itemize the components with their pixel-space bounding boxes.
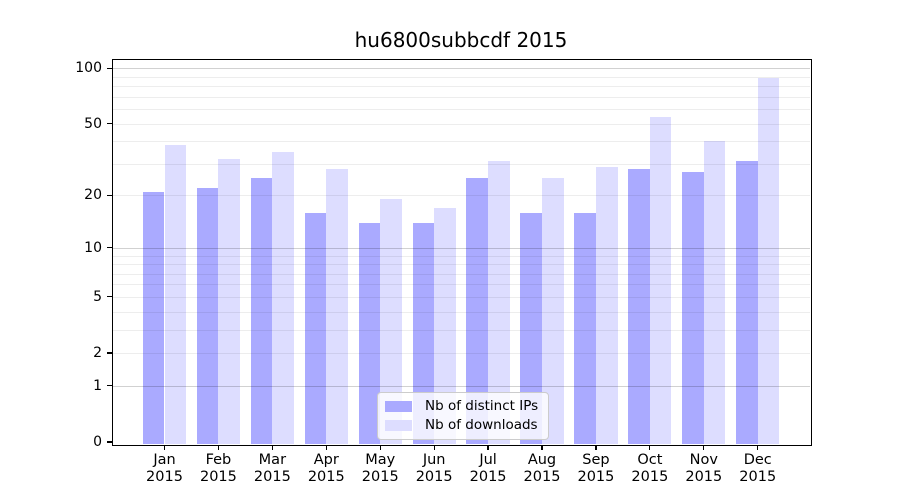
x-tick-mark-jul-2015 (487, 444, 489, 450)
y-tick-label-1: 1 (93, 377, 102, 394)
gridline-minor-4 (113, 311, 810, 313)
x-tick-label-sep-2015: Sep 2015 (577, 452, 615, 485)
y-tick-mark-1 (107, 385, 112, 387)
y-tick-label-0: 0 (93, 434, 102, 450)
x-tick-label-jul-2015: Jul 2015 (469, 452, 507, 485)
x-tick-label-mar-2015: Mar 2015 (253, 452, 291, 485)
x-tick-label-apr-2015: Apr 2015 (307, 452, 345, 485)
gridline-minor-2 (113, 353, 810, 355)
x-tick-label-nov-2015: Nov 2015 (685, 452, 723, 485)
bar-nb-of-downloads-nov-2015 (703, 141, 726, 444)
bar-nb-of-distinct-ips-may-2015 (358, 222, 381, 444)
gridline-minor-30 (113, 163, 810, 165)
x-tick-mark-dec-2015 (757, 444, 759, 450)
bar-nb-of-distinct-ips-sep-2015 (574, 212, 596, 444)
y-tick-mark-5 (107, 296, 112, 298)
bar-nb-of-distinct-ips-aug-2015 (520, 212, 542, 444)
bar-nb-of-distinct-ips-mar-2015 (250, 178, 273, 444)
x-tick-mark-mar-2015 (271, 444, 273, 450)
y-tick-mark-100 (107, 67, 112, 69)
y-tick-label-2: 2 (93, 345, 102, 362)
y-tick-mark-2 (107, 352, 112, 354)
bar-nb-of-distinct-ips-jul-2015 (466, 178, 489, 444)
gridline-minor-9 (113, 255, 810, 257)
gridline-minor-40 (113, 141, 810, 143)
bar-nb-of-downloads-sep-2015 (595, 166, 618, 444)
x-tick-label-dec-2015: Dec 2015 (739, 452, 777, 485)
x-tick-label-feb-2015: Feb 2015 (199, 452, 237, 485)
x-tick-mark-sep-2015 (595, 444, 597, 450)
bar-nb-of-downloads-oct-2015 (649, 117, 672, 444)
bar-nb-of-distinct-ips-dec-2015 (736, 161, 758, 444)
bar-nb-of-distinct-ips-oct-2015 (628, 169, 650, 444)
x-tick-label-oct-2015: Oct 2015 (631, 452, 669, 485)
gridline-minor-20 (113, 195, 810, 197)
gridline-major-1 (113, 385, 810, 387)
x-tick-mark-apr-2015 (325, 444, 327, 450)
y-tick-mark-10 (107, 247, 112, 249)
gridline-major-10 (113, 247, 810, 249)
y-tick-mark-0 (107, 441, 112, 443)
legend-item-distinct-ips: Nb of distinct IPs (385, 399, 538, 414)
x-tick-mark-jun-2015 (433, 444, 435, 450)
x-tick-mark-jan-2015 (163, 444, 166, 450)
gridline-minor-90 (113, 76, 810, 78)
gridline-major-100 (113, 68, 810, 70)
x-tick-label-jun-2015: Jun 2015 (415, 452, 453, 485)
gridline-minor-6 (113, 284, 810, 286)
bar-nb-of-downloads-mar-2015 (272, 151, 294, 444)
gridline-minor-80 (113, 86, 810, 88)
y-tick-label-50: 50 (84, 115, 102, 132)
bar-nb-of-downloads-dec-2015 (757, 78, 780, 444)
y-tick-mark-20 (107, 194, 112, 196)
legend: Nb of distinct IPs Nb of downloads (377, 392, 550, 440)
bar-nb-of-downloads-aug-2015 (542, 178, 564, 444)
chart-title: hu6800subbcdf 2015 (354, 28, 568, 52)
bar-nb-of-downloads-may-2015 (380, 199, 402, 444)
x-tick-label-may-2015: May 2015 (361, 452, 399, 485)
bar-nb-of-distinct-ips-jun-2015 (412, 222, 435, 444)
gridline-minor-8 (113, 264, 810, 266)
y-tick-label-10: 10 (84, 239, 102, 256)
legend-label-downloads: Nb of downloads (425, 417, 538, 433)
y-tick-mark-50 (107, 122, 112, 125)
y-tick-label-5: 5 (93, 288, 102, 305)
y-tick-label-20: 20 (84, 187, 102, 204)
bar-nb-of-downloads-feb-2015 (218, 158, 241, 444)
x-tick-mark-feb-2015 (217, 444, 220, 450)
x-tick-mark-oct-2015 (649, 444, 651, 450)
bar-nb-of-downloads-jun-2015 (434, 207, 456, 444)
x-tick-mark-may-2015 (379, 444, 381, 450)
x-tick-label-aug-2015: Aug 2015 (523, 452, 561, 485)
gridline-minor-60 (113, 109, 810, 111)
legend-item-downloads: Nb of downloads (385, 418, 538, 433)
legend-swatch-downloads-icon (385, 420, 412, 431)
gridline-minor-5 (113, 296, 810, 298)
gridline-minor-70 (113, 96, 810, 98)
bar-nb-of-distinct-ips-nov-2015 (682, 172, 704, 444)
legend-label-distinct-ips: Nb of distinct IPs (425, 398, 539, 414)
x-tick-mark-nov-2015 (703, 444, 705, 450)
bar-nb-of-downloads-jul-2015 (488, 161, 510, 444)
bar-nb-of-downloads-apr-2015 (326, 169, 348, 444)
gridline-minor-50 (113, 123, 810, 125)
x-tick-label-jan-2015: Jan 2015 (146, 452, 183, 485)
y-tick-label-100: 100 (75, 60, 102, 77)
bar-nb-of-distinct-ips-apr-2015 (304, 212, 327, 444)
gridline-minor-3 (113, 329, 810, 331)
legend-swatch-distinct-ips-icon (385, 401, 412, 412)
bar-nb-of-distinct-ips-feb-2015 (196, 188, 219, 444)
bar-nb-of-distinct-ips-jan-2015 (142, 191, 165, 444)
bar-nb-of-downloads-jan-2015 (164, 145, 187, 444)
gridline-minor-7 (113, 273, 810, 275)
x-tick-mark-aug-2015 (541, 444, 543, 450)
